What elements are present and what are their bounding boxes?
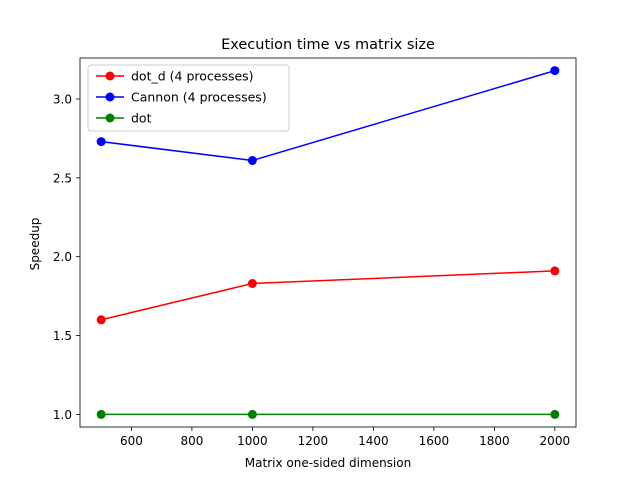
legend-marker-2: [105, 113, 115, 123]
plot-area: [96, 66, 560, 419]
x-tick-label: 800: [180, 434, 203, 448]
data-point-1-2: [550, 66, 560, 76]
axes: 600 800 1000 1200 1400 1600 1800 2000 1.0 1.5 2.0 2…: [53, 57, 577, 448]
data-point-2-2: [550, 409, 560, 419]
data-point-0-1: [247, 279, 257, 288]
legend-label-0: dot_d (4 processes): [131, 69, 254, 84]
x-tick-label: 1600: [419, 434, 450, 448]
data-point-2-1: [247, 409, 257, 419]
legend-marker-1: [105, 92, 115, 102]
x-tick-label: 2000: [540, 434, 571, 448]
data-point-0-2: [550, 266, 560, 276]
y-tick-label: 2.0: [53, 250, 72, 264]
y-tick-label: 3.0: [53, 93, 72, 107]
x-tick-label: 1800: [479, 434, 510, 448]
axes-frame: [79, 57, 577, 428]
legend-box: [87, 64, 290, 132]
data-point-1-1: [247, 156, 257, 165]
y-tick-label: 1.5: [53, 329, 72, 343]
x-tick-label: 1400: [358, 434, 389, 448]
data-point-1-0: [96, 137, 106, 147]
x-tick-label: 600: [120, 434, 143, 448]
x-axis-label: Matrix one-sided dimension: [245, 456, 411, 470]
y-axis-label: Speedup: [28, 218, 42, 271]
series-line-0: [100, 270, 555, 321]
x-tick-label: 1200: [298, 434, 329, 448]
y-tick-label: 1.0: [53, 408, 72, 422]
legend-label-2: dot: [131, 111, 152, 126]
legend: dot_d (4 processes) Cannon (4 processes) d…: [87, 64, 290, 132]
x-tick-label: 1000: [237, 434, 268, 448]
legend-label-1: Cannon (4 processes): [131, 90, 267, 105]
legend-marker-0: [105, 71, 115, 81]
data-point-2-0: [96, 409, 106, 419]
y-tick-label: 2.5: [53, 171, 72, 185]
chart-title: Execution time vs matrix size: [221, 37, 435, 53]
data-point-0-0: [96, 315, 106, 325]
